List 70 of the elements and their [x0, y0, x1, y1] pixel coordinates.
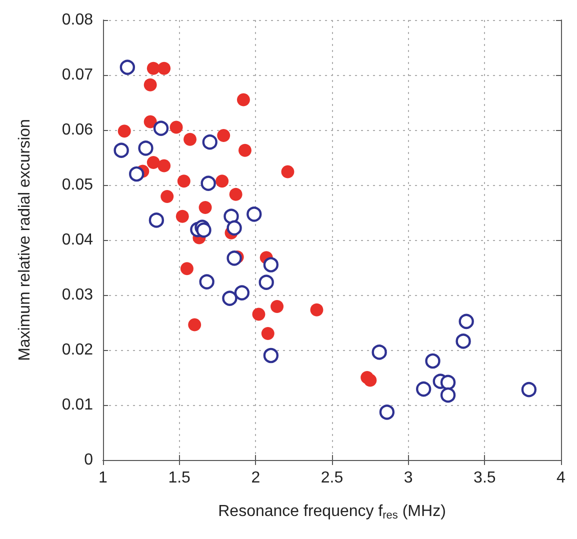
point	[176, 210, 189, 223]
point	[180, 262, 194, 276]
point	[144, 78, 157, 92]
point	[199, 274, 214, 290]
point	[158, 62, 171, 75]
point	[425, 353, 440, 369]
x-tick-label: 1.5	[168, 470, 191, 486]
point	[440, 388, 456, 403]
y-tick-label: 0.07	[62, 66, 94, 84]
point	[129, 166, 144, 182]
point	[158, 159, 171, 172]
point	[170, 120, 183, 134]
x-tick-label: 1	[98, 470, 108, 486]
y-axis-title: Maximum relative radial excursion	[16, 119, 34, 361]
point	[222, 290, 238, 306]
y-tick-label: 0.06	[62, 122, 94, 138]
point	[456, 334, 471, 349]
x-tick-label: 3	[404, 470, 413, 486]
point	[234, 285, 250, 300]
point	[118, 124, 131, 138]
point	[120, 60, 136, 75]
y-tick-label: 0.08	[62, 12, 94, 28]
point	[200, 176, 216, 191]
x-tick-label: 4	[556, 470, 566, 486]
point	[281, 165, 294, 178]
y-tick-label: 0.02	[62, 342, 94, 358]
point	[238, 144, 252, 157]
point	[458, 314, 474, 329]
y-tick-label: 0.01	[62, 396, 94, 414]
y-tick-label: 0	[84, 452, 94, 468]
y-tick-label: 0.04	[62, 232, 94, 248]
point	[229, 188, 242, 201]
point	[146, 62, 160, 75]
point	[261, 327, 274, 340]
point	[521, 382, 537, 398]
point	[202, 134, 218, 150]
point	[372, 344, 387, 360]
point	[153, 120, 169, 136]
point	[246, 206, 262, 222]
point	[270, 300, 284, 314]
point	[184, 132, 197, 146]
point	[236, 93, 250, 106]
point	[146, 156, 160, 169]
point	[188, 318, 202, 332]
point	[416, 381, 432, 397]
point	[364, 374, 377, 387]
point	[217, 129, 230, 142]
point	[138, 140, 154, 156]
point	[160, 190, 174, 204]
point	[379, 404, 395, 420]
point	[114, 142, 129, 158]
point	[196, 222, 212, 238]
x-tick-label: 3.5	[474, 470, 496, 486]
point	[226, 250, 242, 266]
y-tick-label: 0.03	[62, 286, 94, 304]
point	[216, 174, 229, 188]
point	[148, 212, 164, 228]
point	[198, 201, 212, 214]
point	[144, 115, 157, 128]
point	[252, 308, 266, 321]
point	[263, 257, 279, 272]
y-tick-label: 0.05	[62, 176, 94, 194]
point	[263, 348, 279, 364]
point	[258, 274, 274, 290]
point	[440, 374, 456, 390]
x-tick-label: 2	[251, 470, 260, 486]
point	[310, 303, 324, 316]
point	[177, 174, 190, 188]
point	[226, 220, 242, 236]
x-tick-label: 2.5	[320, 470, 344, 486]
